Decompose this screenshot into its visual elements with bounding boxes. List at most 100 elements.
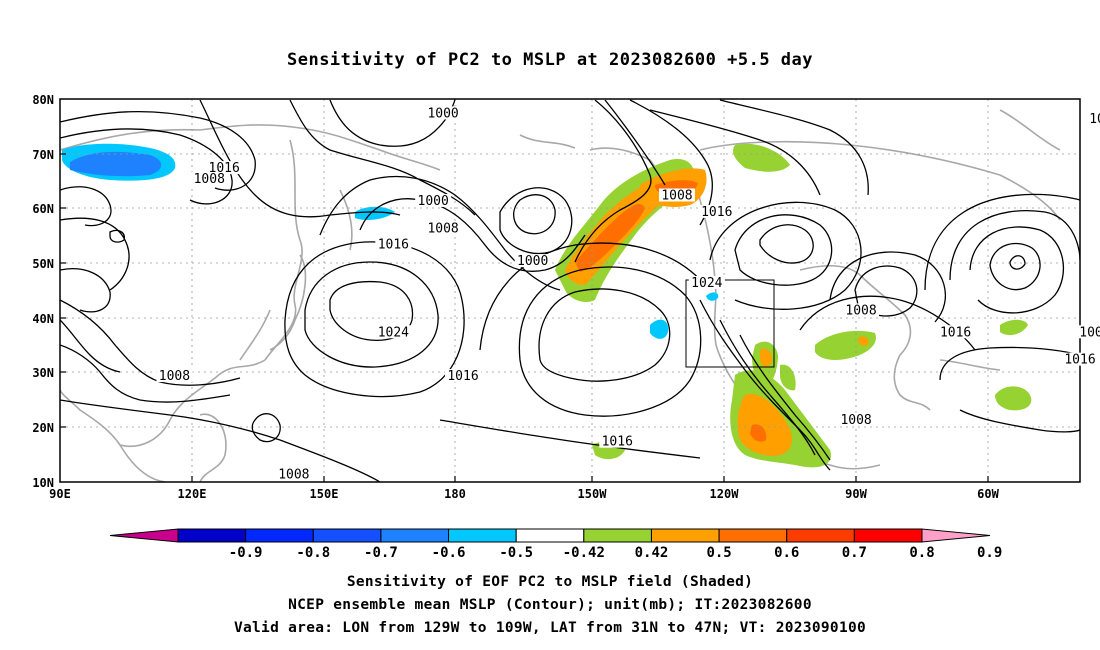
colorbar-swatch bbox=[245, 528, 314, 543]
contour-label-text: 1016 bbox=[940, 325, 971, 340]
contour-label: 1008 bbox=[191, 172, 228, 187]
contour-label-text: 1000 bbox=[418, 194, 449, 209]
contour-label-text: 1008 bbox=[1089, 112, 1100, 127]
page-title: Sensitivity of PC2 to MSLP at 2023082600… bbox=[286, 50, 813, 70]
contour-label: 1008 bbox=[1076, 325, 1100, 340]
colorbar-high-arrow bbox=[921, 528, 991, 543]
colorbar-swatch bbox=[380, 528, 450, 543]
colorbar-swatch bbox=[650, 528, 720, 543]
contour-label-background bbox=[275, 467, 312, 481]
contour-label: 1000 bbox=[415, 193, 452, 209]
contour-label: 1000 bbox=[514, 254, 551, 269]
latitude-labels: 80N 70N 60N 50N 40N 30N 20N 10N bbox=[32, 93, 54, 490]
contour-label-background bbox=[1062, 352, 1098, 366]
lon-label: 120W bbox=[710, 487, 740, 501]
lon-label: 120E bbox=[178, 487, 207, 501]
contour-label-text: 1000 bbox=[427, 106, 458, 121]
lat-label: 20N bbox=[32, 421, 54, 435]
contour-label-text: 1024 bbox=[691, 276, 722, 291]
contour-label-text: 1016 bbox=[378, 238, 409, 253]
colorbar-tick-label: -0.9 bbox=[229, 545, 263, 561]
colorbar-tick-label: 0.8 bbox=[909, 545, 934, 561]
contour-label-text: 1016 bbox=[701, 205, 732, 220]
contour-label-background bbox=[937, 325, 974, 339]
contour-label-background bbox=[688, 276, 725, 290]
contour-label-background bbox=[1076, 325, 1100, 339]
contour-label: 1008 bbox=[1086, 111, 1100, 127]
lat-label: 60N bbox=[32, 202, 54, 216]
sensitivity-shading bbox=[62, 143, 1032, 468]
colorbar-swatch bbox=[177, 528, 247, 543]
colorbar-tick-label: -0.42 bbox=[563, 545, 605, 561]
valid-area-box bbox=[685, 279, 775, 368]
colorbar-tick-label: -0.6 bbox=[432, 545, 466, 561]
contour-label-background bbox=[1096, 297, 1100, 311]
colorbar-tick-label: -0.8 bbox=[296, 545, 330, 561]
lon-label: 150W bbox=[578, 487, 608, 501]
contour-label: 1016 bbox=[937, 325, 974, 340]
contour-label-text: 1016 bbox=[1064, 353, 1095, 368]
contour-label-text: 1008 bbox=[661, 188, 692, 203]
colorbar-tick-label: 0.5 bbox=[706, 545, 731, 561]
contour-label-background bbox=[206, 161, 243, 175]
contour-label: 1008 bbox=[658, 188, 695, 203]
lon-label: 180 bbox=[444, 487, 466, 501]
contour-label-background bbox=[514, 254, 551, 268]
lat-label: 50N bbox=[32, 257, 54, 271]
contour-label: 1024 bbox=[688, 276, 725, 291]
lon-label: 60W bbox=[977, 487, 999, 501]
contour-label-background bbox=[658, 188, 695, 202]
tick-marks bbox=[60, 153, 989, 482]
caption-line-3: Valid area: LON from 129W to 109W, LAT f… bbox=[233, 620, 867, 636]
contour-label: 1000 bbox=[425, 106, 462, 121]
contour-label-text: 1008 bbox=[840, 413, 871, 428]
contour-label: 1016 bbox=[698, 204, 735, 220]
contour-label-text: 1016 bbox=[602, 435, 633, 450]
longitude-labels: 90E 120E 150E 180 150W 120W 90W 60W bbox=[49, 487, 999, 501]
colorbar-swatch bbox=[583, 528, 652, 543]
contour-label-text: 1008 bbox=[1079, 325, 1100, 340]
contour-label: 1016 bbox=[1062, 352, 1098, 368]
lat-label: 70N bbox=[32, 148, 54, 162]
contour-label-text: 1008 bbox=[427, 221, 458, 236]
contour-label-background bbox=[156, 369, 193, 383]
contour-label: 1016 bbox=[445, 369, 482, 384]
contour-label-background bbox=[445, 369, 482, 383]
colorbar-tick-label: 0.42 bbox=[635, 545, 669, 561]
contour-label: 1008 bbox=[275, 467, 312, 483]
contour-label: 1016 bbox=[375, 237, 412, 253]
colorbar-swatch bbox=[515, 528, 585, 543]
contour-label-background bbox=[838, 412, 875, 426]
lon-label: 90E bbox=[49, 487, 71, 501]
lat-label: 10N bbox=[32, 476, 54, 490]
contour-label-text: 1008 bbox=[194, 172, 225, 187]
colorbar: -0.9 -0.8 -0.7 -0.6 -0.5 -0.42 0.42 0.5 0.6 0.7 0.… bbox=[109, 528, 1002, 561]
contour-label-text: 1008 bbox=[159, 369, 190, 384]
colorbar-tick-label: -0.7 bbox=[364, 545, 398, 561]
contour-label-background bbox=[599, 434, 636, 448]
map-frame bbox=[59, 98, 1081, 483]
contour-label-background bbox=[1086, 111, 1100, 125]
contour-label: 1008 bbox=[838, 412, 875, 428]
contour-label-text: 1000 bbox=[517, 254, 548, 269]
colorbar-low-arrow bbox=[109, 528, 179, 543]
contour-label-text: 1024 bbox=[378, 325, 409, 340]
lat-label: 30N bbox=[32, 366, 54, 380]
contour-label-text: 1008 bbox=[845, 303, 876, 318]
contour-labels: 1000 1008 1016 1008 1000 1008 1016 1008 1016 1000… bbox=[156, 106, 1100, 483]
caption-line-1: Sensitivity of EOF PC2 to MSLP field (Sh… bbox=[346, 574, 754, 590]
contour-label: 1016 bbox=[599, 434, 636, 450]
colorbar-swatch bbox=[312, 528, 382, 543]
contour-label-text: 1016 bbox=[447, 369, 478, 384]
contour-label: 1024 bbox=[375, 325, 412, 340]
contour-label-background bbox=[191, 172, 228, 186]
colorbar-swatch bbox=[853, 528, 923, 543]
contour-label-background bbox=[375, 325, 412, 339]
contour-label-background bbox=[698, 204, 735, 218]
contour-label: 1008 bbox=[843, 303, 880, 318]
mslp-contours bbox=[60, 99, 1080, 482]
colorbar-swatch bbox=[448, 528, 517, 543]
lon-label: 90W bbox=[845, 487, 867, 501]
contour-label-background bbox=[425, 221, 462, 235]
